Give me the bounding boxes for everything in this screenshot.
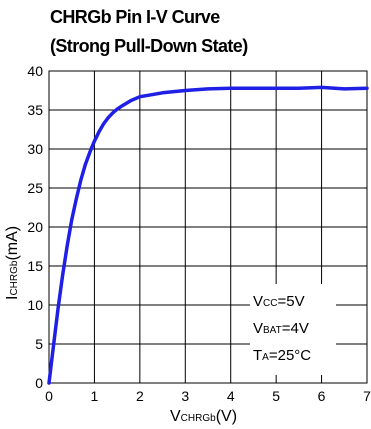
y-tick-label: 20 — [27, 219, 43, 235]
x-tick-label: 6 — [318, 388, 326, 404]
x-axis-label: VCHRGb(V) — [170, 408, 237, 425]
x-tick-label: 7 — [363, 388, 371, 404]
chart-title-line1: CHRGb Pin I-V Curve — [50, 7, 220, 27]
y-tick-label: 10 — [27, 297, 43, 313]
annotation-ta: TA=25°C — [253, 347, 311, 364]
y-tick-label: 5 — [35, 336, 43, 352]
x-tick-label: 4 — [227, 388, 235, 404]
series-group — [47, 85, 369, 385]
annotation-vbat: VBAT=4V — [253, 320, 309, 337]
series-line — [47, 85, 369, 385]
x-tick-label: 1 — [91, 388, 99, 404]
plot-frame — [48, 70, 368, 384]
annotation-vcc: VCC=5V — [253, 293, 305, 310]
annotation-box — [250, 284, 336, 375]
chart-title-line2: (Strong Pull-Down State) — [50, 36, 248, 56]
y-tick-label: 35 — [27, 102, 43, 118]
x-tick-label: 3 — [181, 388, 189, 404]
y-tick-label: 25 — [27, 180, 43, 196]
y-tick-label: 40 — [27, 63, 43, 79]
x-tick-label: 0 — [45, 388, 53, 404]
y-axis-label: ICHRGb(mA) — [4, 226, 21, 300]
y-tick-label: 15 — [27, 258, 43, 274]
x-tick-label: 2 — [136, 388, 144, 404]
y-tick-label: 0 — [35, 375, 43, 391]
tick-labels: 0 1 2 3 4 5 6 7 0 5 10 15 20 25 30 35 40 — [27, 63, 371, 404]
x-tick-label: 5 — [272, 388, 280, 404]
y-tick-label: 30 — [27, 141, 43, 157]
